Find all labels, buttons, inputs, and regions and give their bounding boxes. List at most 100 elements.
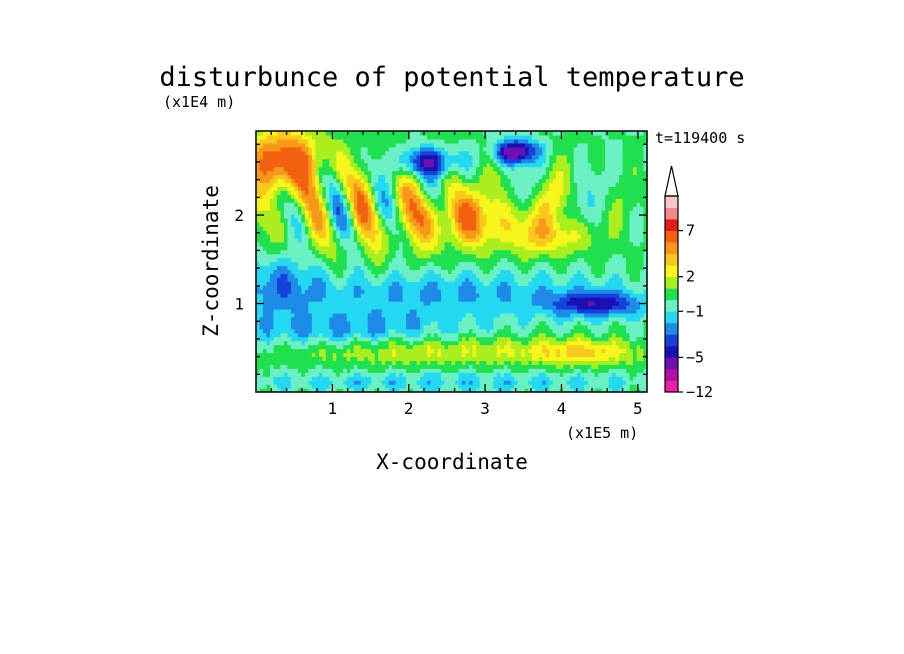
heatmap-cell bbox=[378, 352, 383, 357]
heatmap-cell bbox=[535, 293, 540, 298]
heatmap-cell bbox=[503, 360, 508, 365]
heatmap-cell bbox=[472, 281, 477, 286]
heatmap-cell bbox=[584, 225, 589, 231]
heatmap-cell bbox=[517, 328, 522, 334]
heatmap-cell bbox=[346, 352, 351, 357]
heatmap-cell bbox=[437, 340, 442, 346]
heatmap-cell bbox=[434, 384, 439, 389]
heatmap-cell bbox=[507, 245, 512, 251]
heatmap-cell bbox=[472, 289, 477, 294]
heatmap-cell bbox=[287, 384, 292, 389]
heatmap-cell bbox=[409, 332, 414, 338]
heatmap-cell bbox=[420, 225, 425, 231]
heatmap-cell bbox=[402, 320, 407, 326]
heatmap-cell bbox=[503, 285, 508, 290]
heatmap-cell bbox=[601, 301, 606, 306]
heatmap-cell bbox=[556, 233, 561, 239]
heatmap-cell bbox=[409, 253, 414, 259]
heatmap-cell bbox=[535, 312, 540, 318]
heatmap-cell bbox=[259, 221, 264, 227]
heatmap-cell bbox=[290, 316, 295, 322]
heatmap-cell bbox=[542, 301, 547, 306]
heatmap-cell bbox=[259, 253, 264, 259]
heatmap-cell bbox=[454, 233, 460, 239]
heatmap-cell bbox=[423, 225, 428, 231]
heatmap-cell bbox=[402, 269, 407, 274]
heatmap-cell bbox=[434, 360, 439, 365]
heatmap-cell bbox=[528, 225, 533, 231]
heatmap-cell bbox=[640, 297, 645, 302]
heatmap-cell bbox=[475, 281, 481, 286]
heatmap-cell bbox=[580, 249, 585, 255]
heatmap-cell bbox=[311, 245, 316, 251]
heatmap-cell bbox=[343, 384, 348, 389]
heatmap-cell bbox=[276, 320, 282, 326]
heatmap-cell bbox=[399, 356, 404, 361]
heatmap-cell bbox=[276, 356, 282, 361]
heatmap-cell bbox=[580, 285, 585, 290]
heatmap-cell bbox=[318, 312, 323, 318]
heatmap-cell bbox=[385, 229, 390, 235]
heatmap-cell bbox=[591, 301, 596, 306]
heatmap-cell bbox=[475, 218, 481, 223]
heatmap-cell bbox=[353, 376, 358, 381]
heatmap-cell bbox=[420, 297, 425, 302]
heatmap-cell bbox=[598, 285, 603, 290]
heatmap-cell bbox=[441, 289, 446, 294]
heatmap-cell bbox=[573, 221, 578, 227]
heatmap-cell bbox=[262, 245, 268, 251]
heatmap-cell bbox=[531, 360, 536, 365]
heatmap-cell bbox=[542, 324, 547, 330]
heatmap-cell bbox=[496, 229, 501, 235]
heatmap-cell bbox=[423, 289, 428, 294]
heatmap-cell bbox=[367, 340, 372, 346]
heatmap-cell bbox=[556, 293, 561, 298]
heatmap-cell bbox=[409, 388, 414, 393]
heatmap-cell bbox=[528, 384, 533, 389]
heatmap-cell bbox=[280, 388, 285, 393]
heatmap-cell bbox=[552, 372, 557, 377]
heatmap-cell bbox=[626, 316, 631, 322]
heatmap-cell bbox=[392, 285, 397, 290]
heatmap-cell bbox=[517, 348, 522, 354]
heatmap-cell bbox=[406, 229, 411, 235]
heatmap-cell bbox=[336, 229, 341, 235]
heatmap-cell bbox=[475, 305, 481, 310]
heatmap-cell bbox=[605, 305, 610, 310]
heatmap-cell bbox=[256, 253, 261, 259]
heatmap-cell bbox=[594, 253, 599, 259]
heatmap-cell bbox=[472, 269, 477, 274]
heatmap-cell bbox=[472, 352, 477, 357]
heatmap-cell bbox=[266, 214, 271, 219]
heatmap-cell bbox=[458, 261, 463, 267]
heatmap-cell bbox=[538, 372, 543, 377]
heatmap-cell bbox=[406, 293, 411, 298]
heatmap-cell bbox=[626, 297, 631, 302]
heatmap-cell bbox=[549, 368, 554, 373]
heatmap-cell bbox=[381, 324, 386, 330]
heatmap-cell bbox=[500, 221, 505, 227]
heatmap-cell bbox=[266, 277, 271, 282]
heatmap-cell bbox=[507, 233, 512, 239]
heatmap-cell bbox=[280, 293, 285, 298]
heatmap-cell bbox=[350, 301, 355, 306]
heatmap-cell bbox=[392, 249, 397, 255]
heatmap-cell bbox=[322, 320, 327, 326]
heatmap-cell bbox=[262, 257, 268, 263]
heatmap-cell bbox=[427, 289, 432, 294]
heatmap-cell bbox=[437, 372, 442, 377]
heatmap-cell bbox=[402, 265, 407, 270]
heatmap-cell bbox=[318, 320, 323, 326]
heatmap-cell bbox=[573, 384, 578, 389]
heatmap-cell bbox=[468, 301, 474, 306]
heatmap-cell bbox=[259, 265, 264, 270]
heatmap-cell bbox=[304, 305, 309, 310]
heatmap-cell bbox=[489, 269, 494, 274]
heatmap-cell bbox=[542, 328, 547, 334]
heatmap-cell bbox=[507, 376, 512, 381]
heatmap-cell bbox=[280, 324, 285, 330]
heatmap-cell bbox=[454, 332, 460, 338]
heatmap-cell bbox=[413, 265, 418, 270]
heatmap-cell bbox=[297, 285, 302, 290]
heatmap-cell bbox=[622, 225, 627, 231]
